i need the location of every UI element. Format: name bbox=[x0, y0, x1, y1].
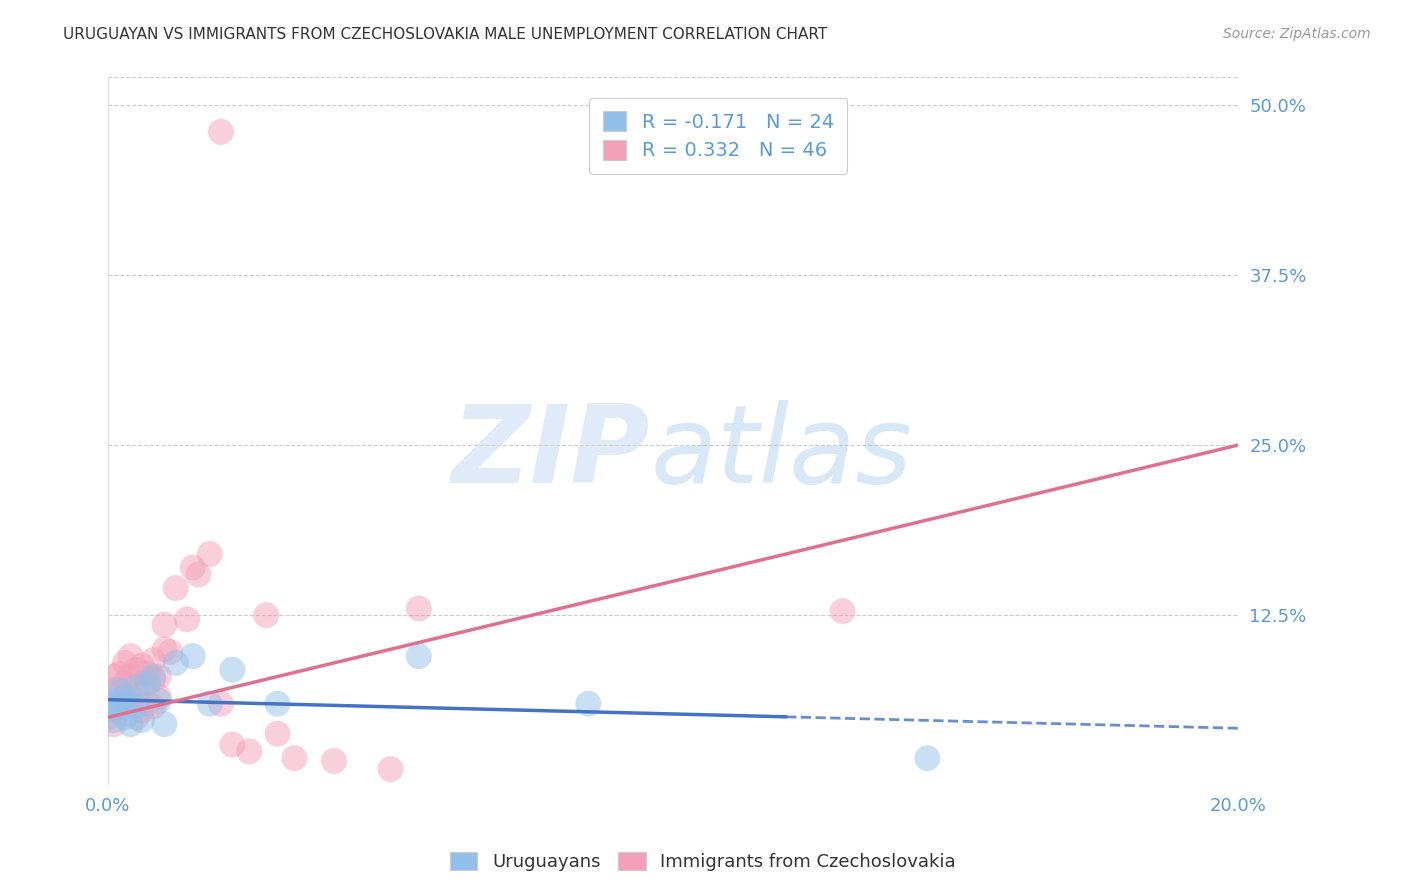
Point bbox=[120, 717, 142, 731]
Point bbox=[125, 710, 148, 724]
Point bbox=[221, 738, 243, 752]
Point bbox=[114, 710, 136, 724]
Point bbox=[103, 683, 125, 698]
Point bbox=[153, 617, 176, 632]
Point bbox=[131, 658, 153, 673]
Point bbox=[114, 697, 136, 711]
Legend: Uruguayans, Immigrants from Czechoslovakia: Uruguayans, Immigrants from Czechoslovak… bbox=[443, 845, 963, 879]
Legend: R = -0.171   N = 24, R = 0.332   N = 46: R = -0.171 N = 24, R = 0.332 N = 46 bbox=[589, 98, 848, 174]
Point bbox=[136, 666, 159, 681]
Text: atlas: atlas bbox=[651, 401, 912, 505]
Point bbox=[142, 653, 165, 667]
Point bbox=[266, 697, 288, 711]
Point bbox=[165, 656, 187, 670]
Y-axis label: Male Unemployment: Male Unemployment bbox=[0, 345, 8, 517]
Point bbox=[266, 727, 288, 741]
Point bbox=[97, 697, 120, 711]
Point bbox=[120, 690, 142, 704]
Point bbox=[283, 751, 305, 765]
Point bbox=[165, 581, 187, 595]
Point bbox=[108, 704, 131, 718]
Point bbox=[380, 762, 402, 776]
Point bbox=[136, 676, 159, 690]
Point bbox=[408, 649, 430, 664]
Point bbox=[103, 713, 125, 727]
Point bbox=[221, 663, 243, 677]
Point bbox=[238, 744, 260, 758]
Point bbox=[131, 676, 153, 690]
Point bbox=[136, 697, 159, 711]
Point bbox=[103, 669, 125, 683]
Point bbox=[131, 704, 153, 718]
Point bbox=[125, 686, 148, 700]
Text: URUGUAYAN VS IMMIGRANTS FROM CZECHOSLOVAKIA MALE UNEMPLOYMENT CORRELATION CHART: URUGUAYAN VS IMMIGRANTS FROM CZECHOSLOVA… bbox=[63, 27, 828, 42]
Point bbox=[181, 649, 204, 664]
Point bbox=[120, 669, 142, 683]
Point bbox=[142, 699, 165, 714]
Point bbox=[254, 608, 277, 623]
Point bbox=[120, 649, 142, 664]
Point bbox=[103, 717, 125, 731]
Point bbox=[108, 666, 131, 681]
Point bbox=[148, 694, 170, 708]
Point bbox=[198, 547, 221, 561]
Point bbox=[114, 656, 136, 670]
Point bbox=[114, 676, 136, 690]
Point bbox=[176, 612, 198, 626]
Point bbox=[323, 754, 346, 768]
Point bbox=[142, 669, 165, 683]
Point bbox=[131, 713, 153, 727]
Point bbox=[125, 681, 148, 695]
Point bbox=[198, 697, 221, 711]
Point bbox=[108, 699, 131, 714]
Point bbox=[153, 642, 176, 657]
Point bbox=[209, 125, 232, 139]
Point bbox=[97, 710, 120, 724]
Point bbox=[148, 690, 170, 704]
Point bbox=[125, 699, 148, 714]
Point bbox=[148, 669, 170, 683]
Point bbox=[187, 567, 209, 582]
Point bbox=[159, 645, 181, 659]
Text: Source: ZipAtlas.com: Source: ZipAtlas.com bbox=[1223, 27, 1371, 41]
Point bbox=[917, 751, 939, 765]
Point bbox=[108, 683, 131, 698]
Point bbox=[120, 697, 142, 711]
Point bbox=[97, 704, 120, 718]
Point bbox=[103, 694, 125, 708]
Point bbox=[125, 663, 148, 677]
Point bbox=[181, 560, 204, 574]
Point bbox=[209, 697, 232, 711]
Point bbox=[153, 717, 176, 731]
Point bbox=[108, 686, 131, 700]
Point bbox=[142, 672, 165, 686]
Point bbox=[831, 604, 853, 618]
Point bbox=[114, 690, 136, 704]
Point bbox=[576, 697, 599, 711]
Point bbox=[408, 601, 430, 615]
Text: ZIP: ZIP bbox=[453, 400, 651, 506]
